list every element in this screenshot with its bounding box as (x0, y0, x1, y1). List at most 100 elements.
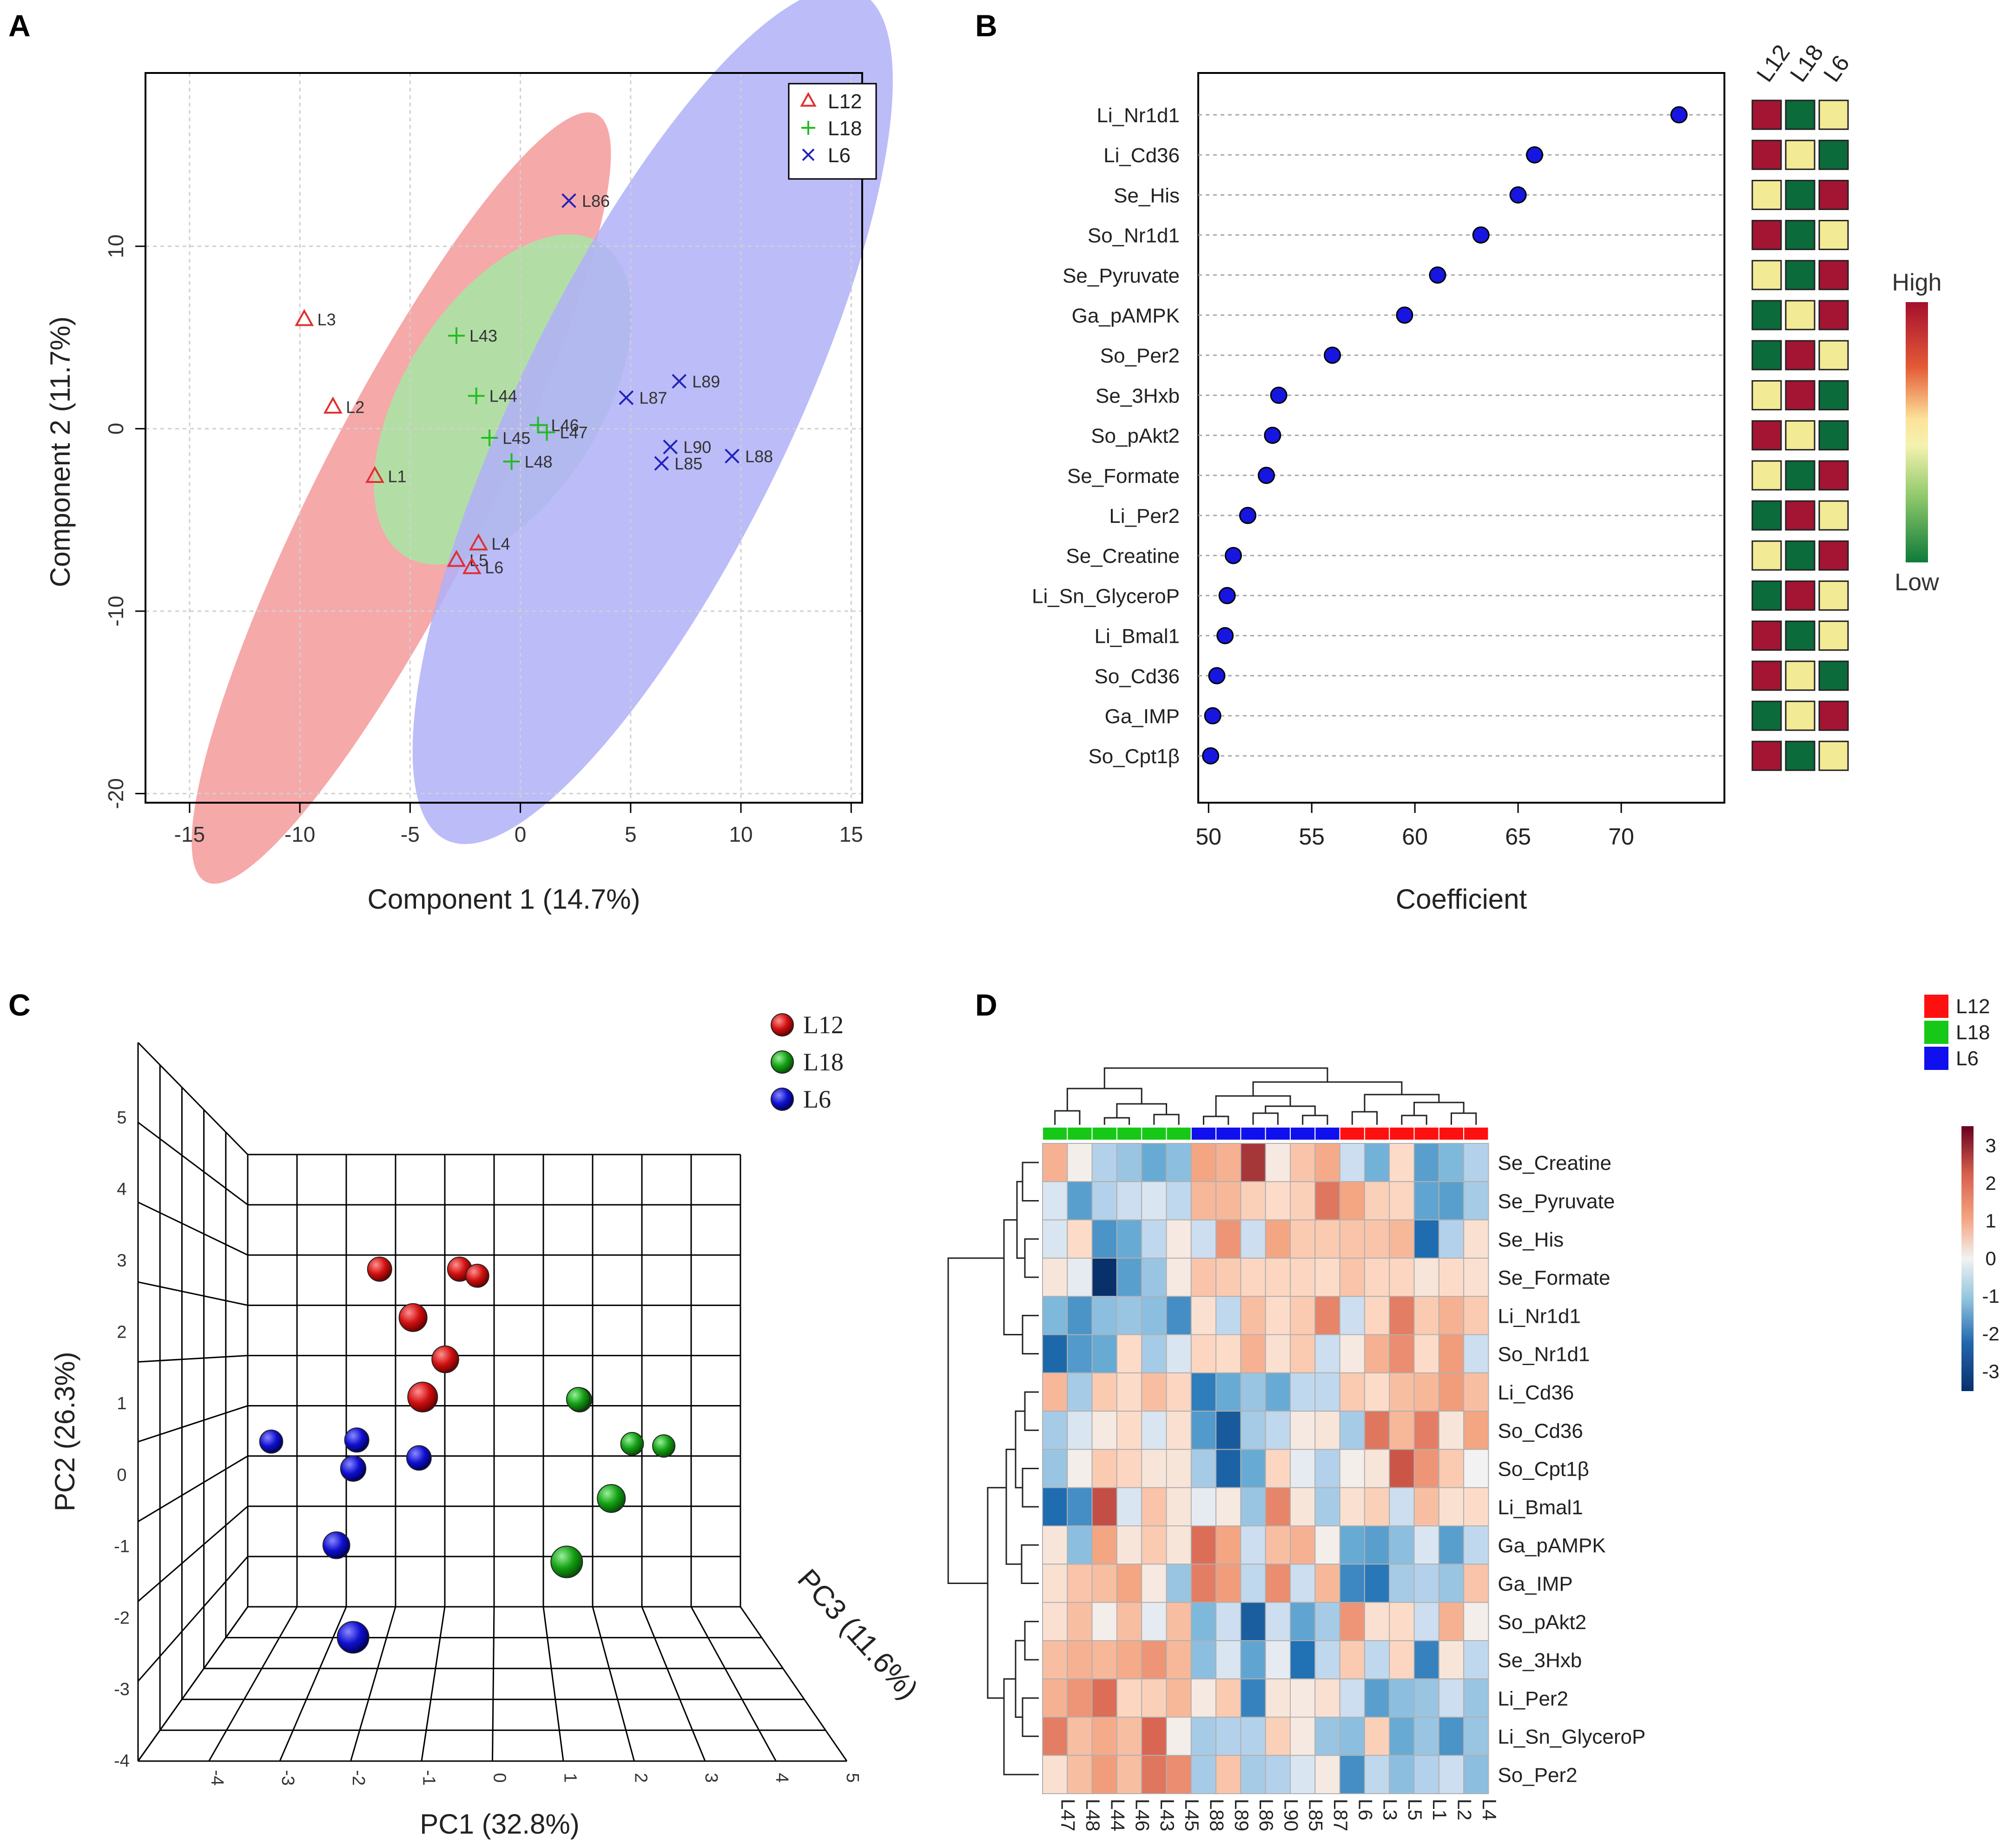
row-dendrogram-link (1024, 1238, 1039, 1278)
heatmap-cell (1067, 1678, 1093, 1718)
column-group-bar (1463, 1127, 1489, 1141)
scale-tick-label: 0 (1985, 1247, 1996, 1269)
heatmap-cell (1265, 1219, 1291, 1259)
plot-frame (1197, 72, 1725, 804)
x-tick-label: 5 (625, 822, 637, 846)
heatmap-cell (1413, 1487, 1439, 1526)
x-tick-label: 5 (843, 1773, 862, 1782)
heatmap-cell (1215, 1602, 1241, 1641)
group-indicator-cell (1785, 139, 1816, 170)
heatmap-cell (1265, 1372, 1291, 1412)
heatmap-cell (1389, 1755, 1415, 1795)
column-group-bar (1141, 1127, 1167, 1141)
heatmap-cell (1091, 1602, 1117, 1641)
y-tick-label: -20 (104, 778, 128, 809)
side-wall-grid-line (137, 1556, 249, 1682)
panel-b: B Li_Nr1d1 Li_Cd36 Se_His So_Nr1d1 Se_Pyruvat… (975, 8, 1941, 915)
row-dendrogram-link (1022, 1468, 1039, 1508)
heatmap-cell (1364, 1640, 1390, 1680)
point-label: L43 (469, 326, 497, 345)
heatmap-cell (1190, 1525, 1217, 1565)
y-tick-label: 4 (117, 1180, 126, 1199)
data-sphere (431, 1345, 459, 1373)
heatmap-cell (1290, 1564, 1316, 1603)
data-sphere (407, 1381, 438, 1412)
floor-grid-line (690, 1606, 777, 1762)
x-tick-label: 55 (1299, 824, 1325, 850)
column-label: L3 (1380, 1799, 1401, 1821)
cross-marker (663, 439, 678, 455)
point-label: L48 (525, 452, 553, 471)
group-indicator-cell (1785, 580, 1816, 611)
heatmap-cell (1141, 1372, 1167, 1412)
group-indicator-cell (1785, 179, 1816, 210)
group-indicator-cell (1785, 420, 1816, 451)
heatmap-cell (1116, 1755, 1142, 1795)
heatmap-cell (1290, 1449, 1316, 1488)
data-sphere (322, 1531, 350, 1559)
heatmap-cell (1042, 1755, 1068, 1795)
y-tick-label: -4 (114, 1751, 130, 1771)
coefficient-dot (1218, 587, 1236, 604)
heatmap-cell (1438, 1257, 1465, 1297)
data-sphere (367, 1256, 392, 1282)
group-indicator-cell (1785, 220, 1816, 251)
heatmap-cell (1265, 1716, 1291, 1756)
heatmap-cell (1240, 1525, 1266, 1565)
heatmap-cell (1215, 1296, 1241, 1335)
heatmap-cell (1438, 1716, 1465, 1756)
heatmap-cell (1166, 1181, 1192, 1221)
heatmap-cell (1141, 1640, 1167, 1680)
heatmap-cell (1091, 1487, 1117, 1526)
heatmap-cell (1413, 1640, 1439, 1680)
column-label: L48 (1082, 1799, 1104, 1831)
heatmap-cell (1463, 1334, 1489, 1373)
group-indicator-cell (1818, 620, 1849, 651)
group-indicator-cell (1751, 300, 1782, 330)
heatmap-cell (1166, 1219, 1192, 1259)
heatmap-cell (1240, 1181, 1266, 1221)
column-label: L12 (1751, 40, 1795, 86)
heatmap-cell (1265, 1257, 1291, 1297)
plot-frame (145, 72, 863, 804)
legend-sphere (771, 1013, 794, 1036)
coefficient-dot (1429, 266, 1446, 284)
x-axis-label: PC1 (32.8%) (420, 1808, 579, 1840)
column-group-bar (1413, 1127, 1439, 1141)
heatmap-cell (1190, 1564, 1217, 1603)
heatmap-cell (1116, 1525, 1142, 1565)
heatmap-cell (1042, 1334, 1068, 1373)
point-label: L90 (683, 438, 711, 457)
heatmap-cell (1389, 1257, 1415, 1297)
heatmap-cell (1389, 1143, 1415, 1182)
heatmap-cell (1339, 1181, 1365, 1221)
heatmap-cell (1091, 1525, 1117, 1565)
column-label: L1 (1429, 1799, 1451, 1821)
x-tick-label: -5 (401, 822, 420, 846)
heatmap-cell (1091, 1334, 1117, 1373)
heatmap-cell (1364, 1564, 1390, 1603)
heatmap-cell (1091, 1372, 1117, 1412)
row-label: Ga_IMP (1105, 705, 1180, 728)
heatmap-cell (1463, 1181, 1489, 1221)
heatmap-cell (1166, 1487, 1192, 1526)
floor-grid-line (542, 1606, 564, 1762)
heatmap-cell (1067, 1525, 1093, 1565)
side-wall-grid-line (138, 1455, 248, 1522)
legend-label: L12 (828, 90, 862, 113)
heatmap-cell (1215, 1564, 1241, 1603)
heatmap-cell (1290, 1678, 1316, 1718)
heatmap-cell (1438, 1411, 1465, 1450)
heatmap-cell (1141, 1219, 1167, 1259)
heatmap-cell (1413, 1372, 1439, 1412)
confidence-ellipse-l6 (412, 0, 893, 845)
heatmap-cell (1042, 1449, 1068, 1488)
group-indicator-cell (1818, 660, 1849, 691)
heatmap-cell (1463, 1525, 1489, 1565)
heatmap-cell (1240, 1334, 1266, 1373)
heatmap-cell (1116, 1372, 1142, 1412)
row-dendrogram-link (1024, 1391, 1039, 1431)
column-group-bar (1364, 1127, 1390, 1141)
heatmap-cell (1314, 1334, 1340, 1373)
